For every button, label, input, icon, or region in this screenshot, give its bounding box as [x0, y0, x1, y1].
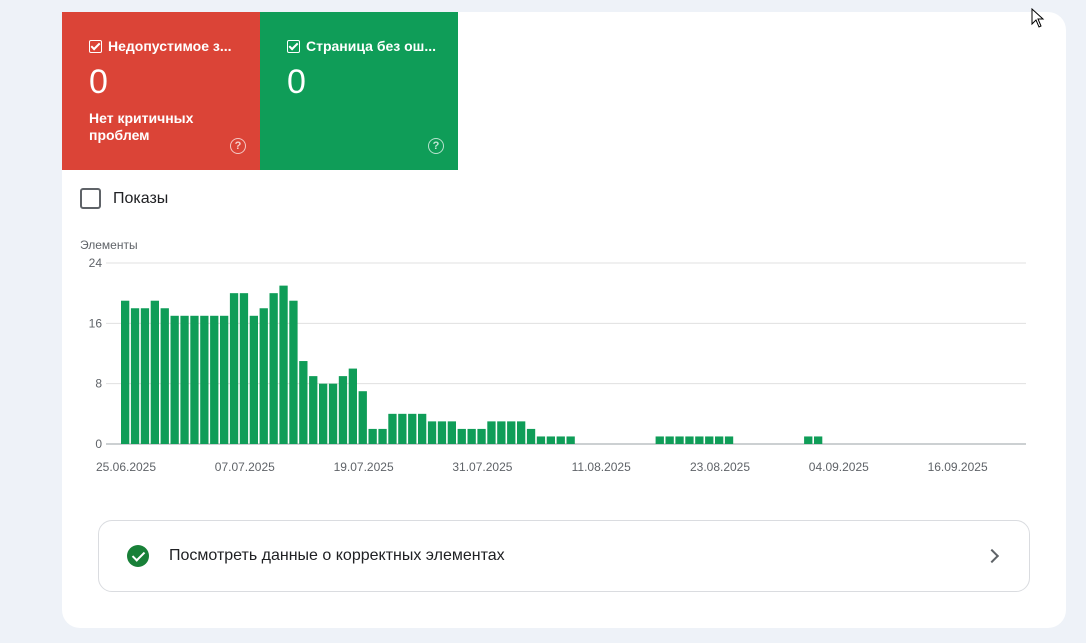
help-icon[interactable]: ?	[230, 138, 246, 154]
bar	[536, 436, 546, 444]
bar	[249, 315, 258, 444]
checkbox-checked-icon[interactable]	[89, 39, 102, 53]
bar	[190, 315, 199, 444]
tile-valid-value: 0	[287, 63, 306, 101]
chevron-right-icon	[984, 548, 1000, 564]
check-circle-icon	[127, 545, 149, 567]
bar	[705, 436, 714, 444]
bar	[665, 436, 674, 444]
x-tick-label: 23.08.2025	[690, 460, 750, 474]
bar	[408, 413, 417, 444]
bar	[239, 293, 249, 444]
bar	[447, 421, 456, 444]
bar	[437, 421, 447, 444]
bar	[526, 428, 536, 444]
bar	[348, 368, 357, 444]
bar	[804, 436, 813, 444]
mouse-cursor-icon	[1031, 8, 1045, 28]
bar	[418, 413, 427, 444]
tile-valid[interactable]: Страница без ош... 0 ?	[260, 12, 458, 170]
bar	[200, 315, 209, 444]
bar	[517, 421, 526, 444]
tile-invalid-label: Недопустимое з...	[108, 38, 232, 54]
bar	[319, 383, 328, 444]
x-tick-label: 31.07.2025	[452, 460, 512, 474]
bar	[715, 436, 724, 444]
bar	[388, 413, 397, 444]
bar	[566, 436, 575, 444]
bar	[467, 428, 476, 444]
bar	[269, 293, 278, 444]
bar	[160, 308, 169, 444]
bar	[675, 436, 684, 444]
bar	[328, 383, 338, 444]
bar	[121, 300, 130, 444]
bar	[685, 436, 694, 444]
bar	[279, 285, 288, 444]
bar	[556, 436, 565, 444]
items-chart: Элементы 0 8 16 24 25.06.2025 07.07.2025 19.07.…	[62, 232, 1066, 487]
bar	[358, 391, 367, 444]
bar	[398, 413, 407, 444]
bar	[368, 428, 377, 444]
bar	[655, 436, 664, 444]
bar	[140, 308, 150, 444]
tile-invalid-header: Недопустимое з...	[89, 38, 260, 54]
bar	[814, 436, 823, 444]
bar	[180, 315, 189, 444]
bar	[220, 315, 229, 444]
bar	[546, 436, 555, 444]
bar	[130, 308, 140, 444]
bar	[487, 421, 496, 444]
x-tick-label: 04.09.2025	[809, 460, 869, 474]
bar	[309, 376, 318, 444]
bar	[477, 428, 486, 444]
checkbox-unchecked-icon[interactable]	[80, 188, 101, 209]
shows-label: Показы	[113, 189, 169, 207]
x-tick-label: 16.09.2025	[928, 460, 988, 474]
y-tick-label: 0	[95, 437, 102, 451]
bar	[497, 421, 506, 444]
tile-valid-label: Страница без ош...	[306, 38, 436, 54]
tile-invalid-subtitle: Нет критичных проблем	[89, 110, 194, 143]
bar	[289, 300, 298, 444]
x-tick-label: 07.07.2025	[215, 460, 275, 474]
tile-invalid-value: 0	[89, 63, 108, 101]
checkbox-checked-icon[interactable]	[287, 39, 300, 53]
x-tick-label: 11.08.2025	[572, 460, 631, 474]
bar	[695, 436, 704, 444]
shows-toggle[interactable]: Показы	[80, 188, 168, 209]
bar	[507, 421, 516, 444]
bar	[338, 376, 348, 444]
tile-valid-header: Страница без ош...	[287, 38, 458, 54]
y-tick-label: 24	[89, 256, 103, 270]
y-tick-label: 8	[95, 377, 102, 391]
x-tick-label: 19.07.2025	[334, 460, 394, 474]
bar	[724, 436, 734, 444]
bar	[457, 428, 466, 444]
bar	[259, 308, 268, 444]
bar	[299, 361, 308, 444]
bar	[378, 428, 387, 444]
y-axis-label: Элементы	[80, 238, 138, 252]
x-tick-label: 25.06.2025	[96, 460, 156, 474]
help-icon[interactable]: ?	[428, 138, 444, 154]
bar	[170, 315, 179, 444]
bar	[229, 293, 239, 444]
view-valid-items-link[interactable]: Посмотреть данные о корректных элементах	[98, 520, 1030, 592]
bar-chart: Элементы 0 8 16 24 25.06.2025 07.07.2025 19.07.…	[80, 238, 1026, 474]
bar	[150, 300, 159, 444]
tile-invalid[interactable]: Недопустимое з... 0 Нет критичных пробле…	[62, 12, 260, 170]
view-valid-items-label: Посмотреть данные о корректных элементах	[169, 547, 505, 564]
y-tick-label: 16	[89, 316, 103, 330]
index-status-card: Недопустимое з... 0 Нет критичных пробле…	[62, 12, 1066, 628]
bar	[210, 315, 219, 444]
bar	[427, 421, 437, 444]
